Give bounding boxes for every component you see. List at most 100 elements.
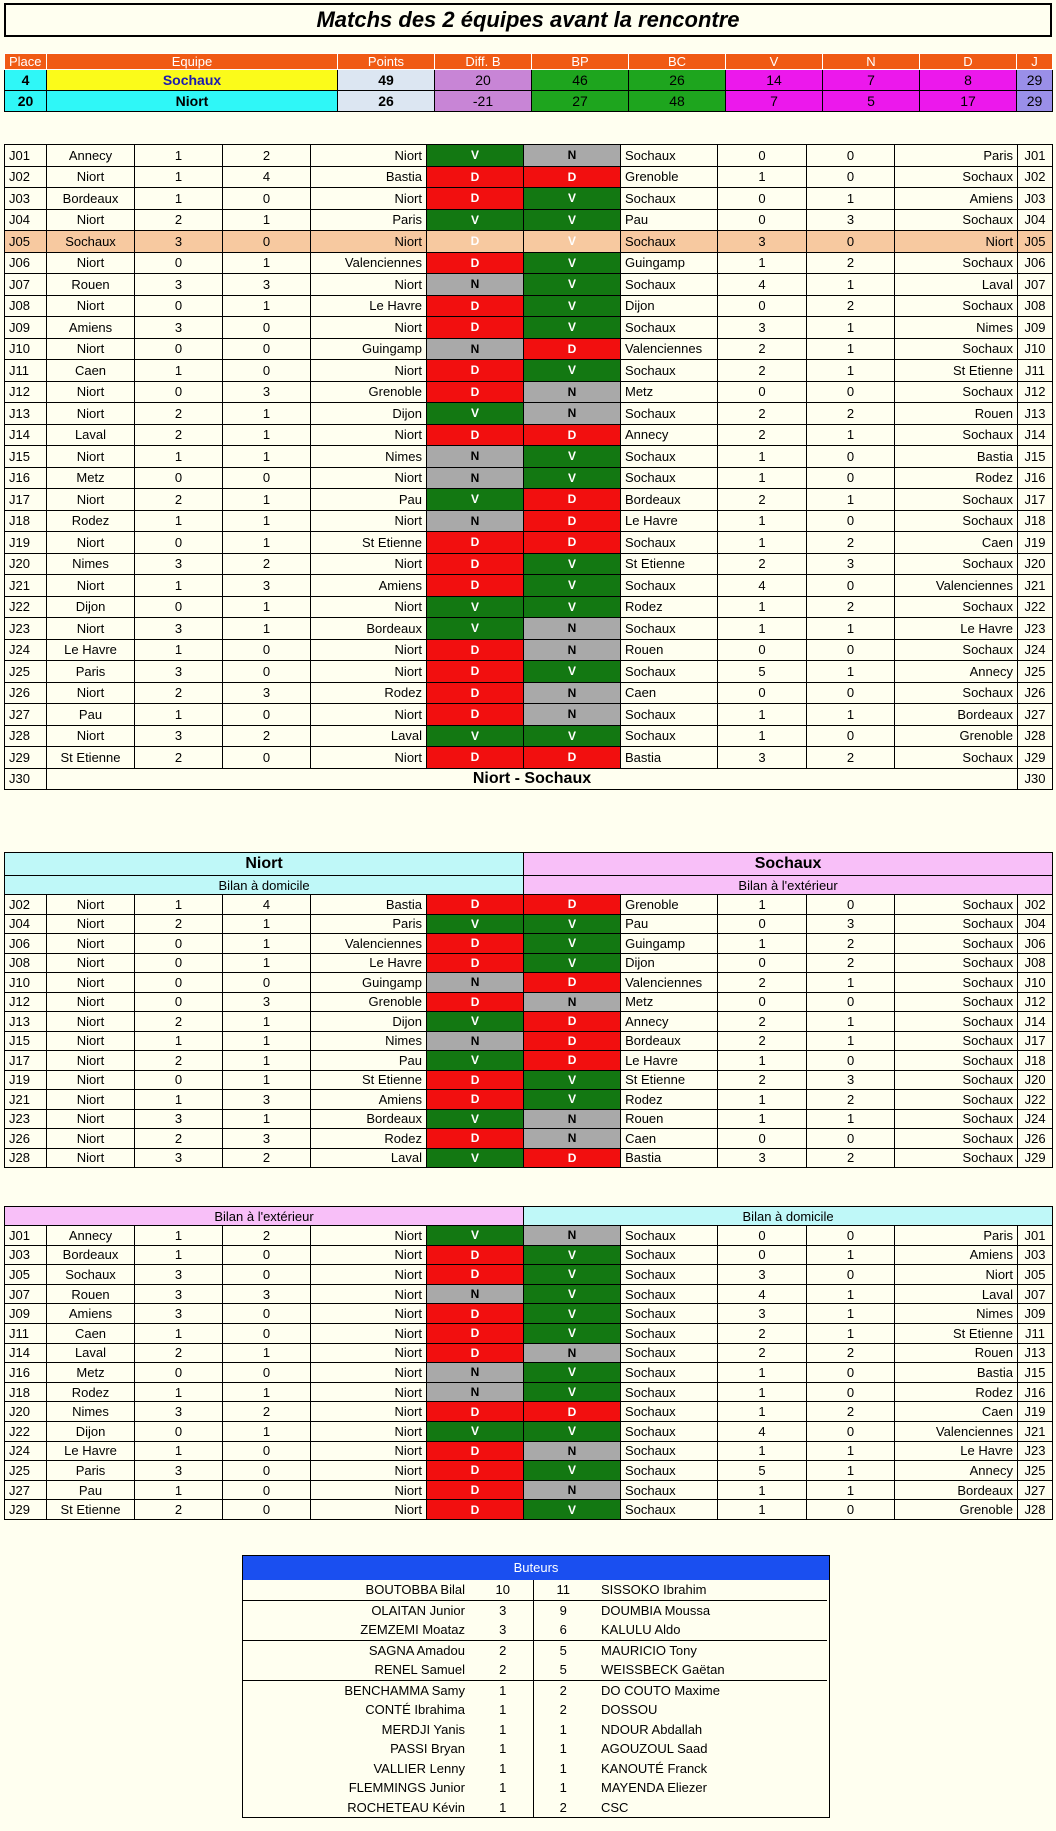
niort-result: V [425, 913, 525, 934]
niort-result: D [426, 230, 524, 253]
day-right: J20 [1017, 1069, 1054, 1090]
match-row: J20 Nimes 3 2 Niort D V St Etienne 2 3 Sochaux J20 [4, 552, 1053, 575]
day: J11 [4, 359, 47, 382]
away-score: 1 [222, 445, 311, 468]
day-right: J21 [1017, 574, 1053, 597]
sochaux-home-score: 1 [717, 1050, 808, 1071]
sochaux-result: V [523, 294, 621, 317]
day-right: J18 [1017, 1050, 1054, 1071]
day: J28 [4, 724, 47, 747]
sochaux-away-score: 3 [806, 1069, 896, 1090]
sochaux-home-score: 0 [717, 991, 808, 1012]
away-team: Niort [310, 509, 427, 532]
home-score: 1 [134, 359, 223, 382]
buteurs-table: BOUTOBBA Bilal 10 11 SISSOKO Ibrahim OLAITAN… [243, 1580, 827, 1817]
home-score: 0 [134, 531, 223, 554]
scorer-row: VALLIER Lenny 1 1 KANOUTÉ Franck [243, 1758, 827, 1778]
day-right: J10 [1017, 972, 1054, 993]
sochaux-result: D [523, 488, 621, 511]
niort-goals: 10 [473, 1580, 533, 1601]
away-score: 1 [222, 488, 311, 511]
niort-goals: 2 [499, 1642, 507, 1658]
sochaux-result: V [523, 1460, 621, 1481]
match-row: J29 St Etienne 2 0 Niort D D Bastia 3 2 Sochaux J29 [4, 746, 1053, 769]
sochaux-away-score: 1 [806, 359, 895, 382]
home-team: Sochaux [46, 230, 135, 253]
day: J02 [4, 894, 47, 915]
sochaux-scorer: KALULU Aldo [593, 1620, 827, 1641]
sochaux-home-team: Rouen [620, 638, 718, 661]
home-score: 2 [134, 488, 223, 511]
sochaux-goals: 11 [532, 1580, 593, 1601]
home-score: 1 [134, 894, 223, 915]
sochaux-home-team: Sochaux [620, 445, 718, 468]
day: J10 [4, 972, 47, 993]
away-score: 1 [222, 1420, 311, 1442]
niort-away-label: Bilan à l'extérieur [4, 1206, 524, 1226]
sochaux-result: D [523, 1030, 622, 1051]
away-score: 1 [222, 1381, 311, 1403]
header-place: Place [4, 53, 47, 70]
home-team: Annecy [46, 144, 135, 167]
sochaux-home-score: 1 [717, 1401, 807, 1422]
niort-result: D [426, 574, 524, 597]
away-team: Niort [310, 1244, 427, 1266]
sochaux-away-score: 1 [806, 273, 895, 296]
sochaux-home-team: St Etienne [620, 552, 718, 575]
sochaux-home-score: 1 [717, 1440, 807, 1462]
niort-result: D [426, 316, 524, 339]
sochaux-away-score: 1 [806, 1460, 895, 1481]
sochaux-home-team: Sochaux [620, 1479, 718, 1501]
next-match-row: J30 Niort - Sochaux J30 [4, 767, 1053, 790]
day: J23 [4, 617, 47, 640]
niort-result: D [426, 1342, 524, 1364]
niort-goals: 1 [499, 1760, 507, 1776]
home-score: 3 [134, 1460, 223, 1481]
next-match-label: Niort - Sochaux [46, 767, 1018, 790]
home-team: Annecy [46, 1225, 135, 1246]
day-right: J04 [1017, 913, 1054, 934]
away-score: 0 [222, 1264, 311, 1285]
niort-result: D [426, 660, 524, 683]
sochaux-home-score: 2 [717, 423, 807, 446]
sochaux-home-score: 5 [717, 660, 807, 683]
sochaux-home-score: 1 [717, 894, 808, 915]
sochaux-result: V [523, 316, 621, 339]
sochaux-home-label: Bilan à domicile [522, 1206, 1054, 1226]
sochaux-away-team: Sochaux [894, 991, 1019, 1012]
match-row: J24 Le Havre 1 0 Niort D N Rouen 0 0 Sochaux J24 [4, 638, 1053, 661]
sochaux-result: N [523, 1108, 622, 1129]
away-team: Niort [310, 187, 427, 210]
sochaux-home-team: Sochaux [620, 187, 718, 210]
home-team: Rouen [46, 273, 135, 296]
sochaux-home-team: Pau [620, 208, 718, 231]
away-team: Niort [310, 1479, 427, 1501]
away-team: Rodez [310, 1128, 427, 1149]
sochaux-away-score: 1 [806, 423, 895, 446]
sochaux-home-score: 1 [717, 1089, 808, 1110]
niort-result: N [426, 1381, 524, 1403]
sochaux-away-team: Rodez [894, 466, 1018, 489]
home-team: Niort [46, 488, 135, 511]
match-row: J03 Bordeaux 1 0 Niort D V Sochaux 0 1 Amiens J03 [4, 187, 1053, 210]
sochaux-scorer: DO COUTO Maxime [601, 1682, 720, 1698]
sochaux-home-team: Sochaux [620, 617, 718, 640]
away-team: Niort [310, 1362, 427, 1383]
sochaux-home-score: 2 [717, 488, 807, 511]
sochaux-home-team: Sochaux [620, 1499, 718, 1520]
day: J25 [4, 1460, 47, 1481]
away-score: 0 [222, 230, 311, 253]
sochaux-away-team: Annecy [894, 660, 1018, 683]
sochaux-scorer: SISSOKO Ibrahim [593, 1580, 827, 1601]
sochaux-away-team: Sochaux [894, 913, 1019, 934]
match-row: J26 Niort 2 3 Rodez D N Caen 0 0 Sochaux J26 [4, 1128, 1054, 1149]
niort-result: V [425, 1147, 525, 1168]
sochaux-home-score: 0 [717, 1128, 808, 1149]
sochaux-away-score: 1 [806, 1479, 895, 1501]
sochaux-away-team: Rodez [894, 1381, 1018, 1403]
day-right: J02 [1017, 165, 1053, 188]
sochaux-result: N [523, 617, 621, 640]
sochaux-result: V [523, 933, 622, 954]
away-team: Niort [310, 746, 427, 769]
niort-result: N [425, 972, 525, 993]
